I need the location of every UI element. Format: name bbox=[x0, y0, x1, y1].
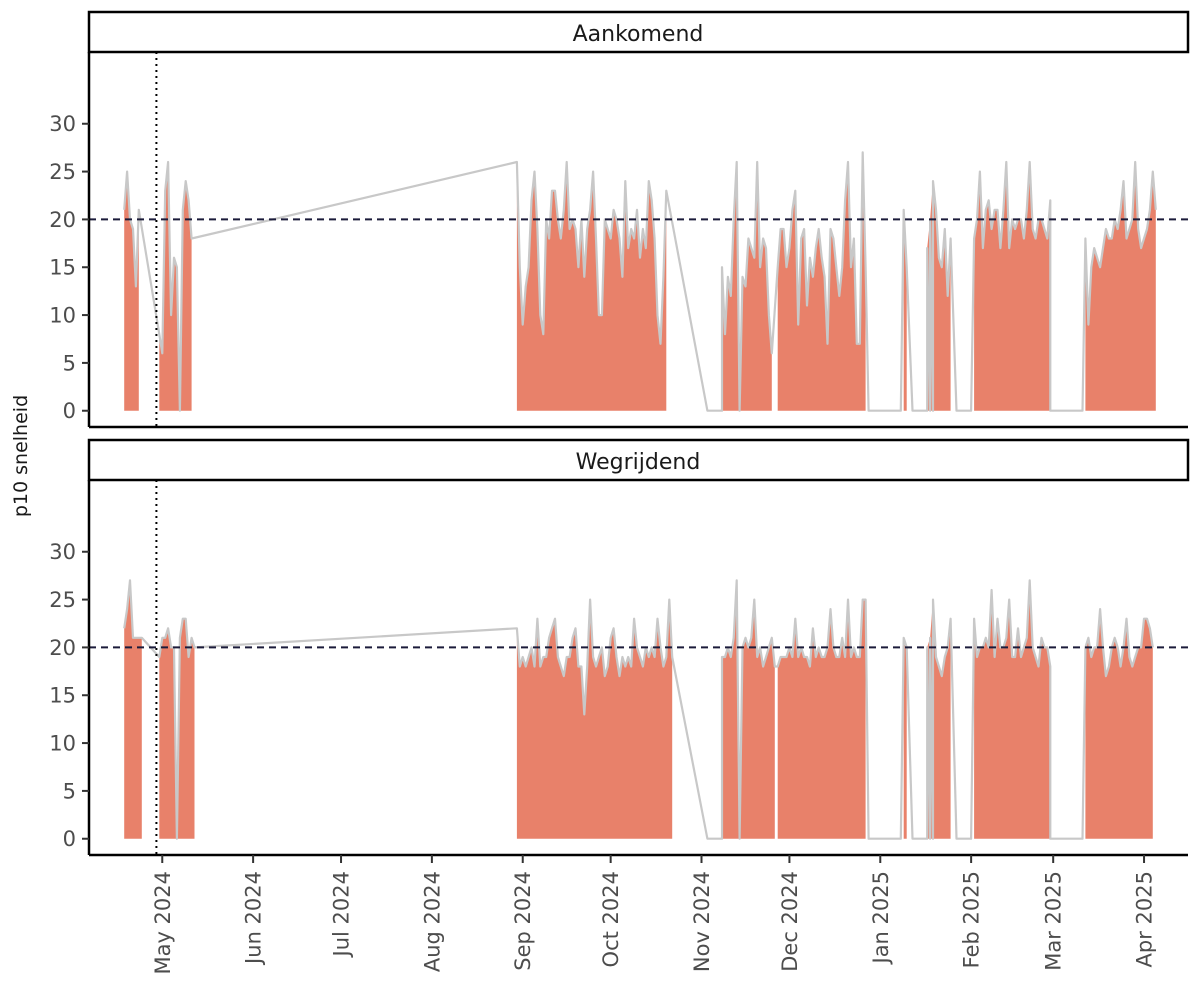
area-wegrijdend-13 bbox=[1085, 609, 1153, 839]
y-tick-label-wegrijdend-5: 5 bbox=[63, 779, 76, 803]
x-tick-label-1: Jun 2024 bbox=[242, 871, 266, 966]
x-tick-label-9: Feb 2025 bbox=[960, 871, 984, 968]
y-tick-label-wegrijdend-15: 15 bbox=[49, 684, 76, 708]
x-tick-label-8: Jan 2025 bbox=[869, 871, 893, 966]
plot-area-aankomend bbox=[89, 52, 1188, 427]
x-tick-label-11: Apr 2025 bbox=[1133, 871, 1157, 967]
panel-strip-aankomend bbox=[87, 10, 1190, 54]
y-tick-label-wegrijdend-25: 25 bbox=[49, 588, 76, 612]
y-tick-label-wegrijdend-0: 0 bbox=[63, 827, 76, 851]
y-tick-label-aankomend-30: 30 bbox=[49, 112, 76, 136]
area-aankomend-5 bbox=[777, 152, 866, 411]
x-tick-label-3: Aug 2024 bbox=[420, 871, 444, 972]
area-aankomend-13 bbox=[1085, 162, 1156, 411]
series-line-wegrijdend bbox=[123, 579, 1154, 840]
area-aankomend-2 bbox=[516, 162, 667, 411]
x-axis: May 2024 Jun 2024 Jul 2024 Aug 2024 Sep 2024… bbox=[151, 855, 1157, 975]
y-tick-label-aankomend-10: 10 bbox=[49, 304, 76, 328]
panel-wegrijdend: Wegrijdend 0 5 10 15 20 25 30 bbox=[49, 438, 1190, 857]
y-tick-label-aankomend-15: 15 bbox=[49, 256, 76, 280]
area-wegrijdend-11 bbox=[974, 580, 1051, 839]
y-tick-label-aankomend-5: 5 bbox=[63, 351, 76, 375]
y-axis-aankomend: 0 5 10 15 20 25 30 bbox=[49, 52, 1188, 429]
x-tick-label-0: May 2024 bbox=[151, 871, 175, 975]
panel-aankomend: Aankomend 0 5 10 15 20 25 30 bbox=[49, 10, 1190, 429]
y-tick-label-wegrijdend-20: 20 bbox=[49, 636, 76, 660]
area-aankomend-0 bbox=[124, 171, 139, 411]
x-tick-label-2: Jul 2024 bbox=[330, 871, 354, 958]
y-tick-label-aankomend-25: 25 bbox=[49, 160, 76, 184]
y-axis-title-group: p10 snelheid bbox=[10, 395, 32, 517]
x-tick-label-6: Nov 2024 bbox=[690, 871, 714, 972]
x-tick-label-5: Oct 2024 bbox=[599, 871, 623, 967]
panel-strip-wegrijdend bbox=[87, 438, 1190, 482]
area-wegrijdend-5 bbox=[777, 599, 866, 839]
y-axis-wegrijdend: 0 5 10 15 20 25 30 bbox=[49, 480, 1188, 857]
area-wegrijdend-7 bbox=[903, 637, 907, 839]
panel-title-aankomend: Aankomend bbox=[573, 22, 704, 47]
area-wegrijdend-4 bbox=[722, 580, 775, 839]
x-tick-label-4: Sep 2024 bbox=[511, 871, 535, 971]
y-tick-label-wegrijdend-10: 10 bbox=[49, 732, 76, 756]
y-tick-label-aankomend-20: 20 bbox=[49, 208, 76, 232]
panel-title-wegrijdend: Wegrijdend bbox=[576, 450, 701, 475]
y-tick-label-aankomend-0: 0 bbox=[63, 399, 76, 423]
area-aankomend-11 bbox=[974, 162, 1051, 411]
area-wegrijdend-2 bbox=[516, 599, 673, 839]
series-line-aankomend bbox=[123, 151, 1157, 412]
area-wegrijdend-1 bbox=[159, 618, 195, 839]
y-tick-label-wegrijdend-30: 30 bbox=[49, 540, 76, 564]
x-tick-label-7: Dec 2024 bbox=[778, 871, 802, 972]
area-wegrijdend-0 bbox=[124, 580, 142, 839]
y-axis-title: p10 snelheid bbox=[10, 395, 32, 517]
plot-area-wegrijdend bbox=[89, 480, 1188, 855]
x-tick-label-10: Mar 2025 bbox=[1042, 871, 1066, 971]
